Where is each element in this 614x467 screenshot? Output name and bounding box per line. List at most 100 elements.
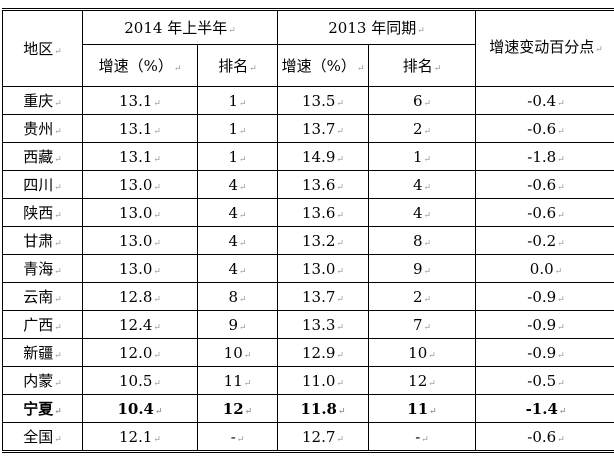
growth-2013-cell: 13.6 xyxy=(277,170,369,199)
growth-2014-cell: 13.1 xyxy=(82,114,198,143)
rank-2014-cell: 10 xyxy=(197,338,278,367)
rank-2013-cell: 4 xyxy=(368,170,476,199)
rank-2014-cell-text: 12 xyxy=(223,400,252,418)
header-row-2: 增速（%） 排名 增速（%） 排名 xyxy=(3,44,614,87)
header-growth-text: 增速（%） xyxy=(99,57,182,75)
region-cell: 西藏 xyxy=(2,142,83,171)
table-row: 云南 12.8 8 13.7 2 -0.9 xyxy=(2,282,614,311)
region-cell: 甘肃 xyxy=(2,226,83,255)
header-2013-same-period: 2013 年同期 xyxy=(277,9,476,45)
rank-2013-cell-text: 8 xyxy=(413,232,431,250)
table-row: 新疆 12.0 10 12.9 10 -0.9 xyxy=(2,338,614,367)
region-cell: 宁夏 xyxy=(2,394,83,423)
growth-2013-cell-text: 13.0 xyxy=(302,260,344,278)
growth-2013-cell-text: 13.7 xyxy=(302,288,344,306)
rank-2013-cell-text: 6 xyxy=(413,92,431,110)
rank-2013-cell: 11 xyxy=(368,394,476,423)
change-cell-text: -1.4 xyxy=(526,400,567,418)
header-rank-2013: 排名 xyxy=(368,44,476,87)
growth-2014-cell-text: 13.1 xyxy=(119,120,161,138)
rank-2014-cell-text: 4 xyxy=(228,176,246,194)
growth-2014-cell-text: 10.4 xyxy=(117,400,162,418)
region-cell: 贵州 xyxy=(2,114,83,143)
growth-2014-cell: 13.0 xyxy=(82,170,198,199)
region-cell-text: 贵州 xyxy=(23,120,62,138)
growth-2014-cell: 10.5 xyxy=(82,366,198,395)
growth-2013-cell: 11.8 xyxy=(277,394,369,423)
rank-2013-cell-text: 9 xyxy=(413,260,431,278)
rank-2014-cell-text: 11 xyxy=(224,372,252,390)
rank-2014-cell-text: 4 xyxy=(228,232,246,250)
growth-2013-cell-text: 13.7 xyxy=(302,120,344,138)
rank-2014-cell: 4 xyxy=(197,198,278,227)
region-cell: 云南 xyxy=(2,282,83,311)
rank-2013-cell: - xyxy=(368,422,476,452)
region-cell: 四川 xyxy=(2,170,83,199)
growth-2013-cell: 14.9 xyxy=(277,142,369,171)
change-cell-text: -0.6 xyxy=(527,176,564,194)
rank-2013-cell-text: 12 xyxy=(408,372,436,390)
region-cell: 陕西 xyxy=(2,198,83,227)
change-cell-text: -0.4 xyxy=(527,92,564,110)
change-cell-text: -0.9 xyxy=(527,288,564,306)
growth-2013-cell: 13.0 xyxy=(277,254,369,283)
growth-2013-cell: 13.6 xyxy=(277,198,369,227)
region-cell-text: 西藏 xyxy=(23,148,62,166)
change-cell: -0.4 xyxy=(475,86,614,115)
header-rank-2014: 排名 xyxy=(197,44,278,87)
growth-2014-cell-text: 10.5 xyxy=(119,372,161,390)
table-row: 四川 13.0 4 13.6 4 -0.6 xyxy=(2,170,614,199)
rank-2014-cell: - xyxy=(197,422,278,452)
growth-2013-cell-text: 13.6 xyxy=(302,204,344,222)
growth-2013-cell-text: 14.9 xyxy=(302,148,344,166)
growth-2013-cell-text: 13.3 xyxy=(302,316,344,334)
growth-2013-cell-text: 13.6 xyxy=(302,176,344,194)
table-row: 重庆 13.1 1 13.5 6 -0.4 xyxy=(2,86,614,115)
rank-2014-cell-text: 1 xyxy=(228,120,246,138)
change-cell-text: -1.8 xyxy=(527,148,564,166)
growth-2014-cell-text: 13.0 xyxy=(119,260,161,278)
region-cell: 青海 xyxy=(2,254,83,283)
change-cell: 0.0 xyxy=(475,254,614,283)
growth-2013-cell: 12.7 xyxy=(277,422,369,452)
growth-2014-cell-text: 12.1 xyxy=(119,428,161,446)
region-cell-text: 陕西 xyxy=(23,204,62,222)
rank-2014-cell-text: 10 xyxy=(224,344,252,362)
rank-2013-cell: 2 xyxy=(368,282,476,311)
region-cell: 广西 xyxy=(2,310,83,339)
rank-2013-cell: 12 xyxy=(368,366,476,395)
change-cell: -1.8 xyxy=(475,142,614,171)
rank-2013-cell-text: 2 xyxy=(413,288,431,306)
growth-2014-cell-text: 13.0 xyxy=(119,204,161,222)
header-growth-2014: 增速（%） xyxy=(82,44,198,87)
growth-2013-cell: 13.2 xyxy=(277,226,369,255)
rank-2014-cell-text: 8 xyxy=(228,288,246,306)
growth-2014-cell: 10.4 xyxy=(82,394,198,423)
growth-2014-cell: 13.1 xyxy=(82,86,198,115)
growth-2013-cell: 13.5 xyxy=(277,86,369,115)
growth-2013-cell: 13.7 xyxy=(277,114,369,143)
change-cell: -0.6 xyxy=(475,422,614,452)
rank-2014-cell: 8 xyxy=(197,282,278,311)
header-region-text: 地区 xyxy=(23,40,62,58)
rank-2014-cell: 4 xyxy=(197,254,278,283)
header-rank-text: 排名 xyxy=(218,57,257,75)
region-cell-text: 云南 xyxy=(23,288,62,306)
growth-2013-cell: 13.7 xyxy=(277,282,369,311)
region-cell-text: 内蒙 xyxy=(23,372,62,390)
rank-2013-cell: 6 xyxy=(368,86,476,115)
table-row: 内蒙 10.5 11 11.0 12 -0.5 xyxy=(2,366,614,395)
header-2014-h1: 2014 年上半年 xyxy=(82,9,278,45)
rank-2014-cell: 12 xyxy=(197,394,278,423)
region-cell-text: 青海 xyxy=(23,260,62,278)
change-cell: -0.6 xyxy=(475,114,614,143)
change-cell: -0.6 xyxy=(475,198,614,227)
rank-2013-cell-text: - xyxy=(415,428,429,446)
growth-2014-cell-text: 13.0 xyxy=(119,176,161,194)
region-cell-text: 四川 xyxy=(23,176,62,194)
rank-2013-cell-text: 7 xyxy=(413,316,431,334)
rank-2013-cell-text: 4 xyxy=(413,204,431,222)
growth-2014-cell: 13.0 xyxy=(82,198,198,227)
rank-2013-cell: 9 xyxy=(368,254,476,283)
change-cell: -0.9 xyxy=(475,282,614,311)
